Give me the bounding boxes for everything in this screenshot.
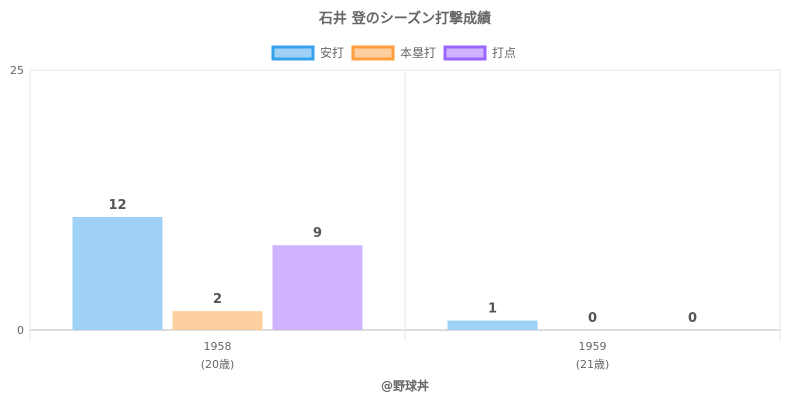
bar[interactable]	[72, 216, 163, 330]
data-label: 9	[313, 226, 322, 241]
data-label: 1	[488, 302, 497, 317]
y-tick-label: 0	[17, 324, 24, 337]
y-tick-label: 25	[10, 64, 24, 77]
legend-swatch[interactable]	[351, 45, 395, 61]
x-tick-label: 1959	[579, 340, 607, 353]
legend-label[interactable]: 打点	[492, 46, 516, 60]
x-tick-sublabel: (21歳)	[576, 358, 610, 371]
x-tick-label: 1958	[204, 340, 232, 353]
bar[interactable]	[447, 320, 538, 330]
legend-swatch[interactable]	[443, 45, 487, 61]
chart-title: 石井 登のシーズン打撃成績	[318, 10, 491, 27]
legend-label[interactable]: 安打	[320, 45, 344, 60]
data-label: 12	[108, 198, 126, 213]
footer-credit: @野球丼	[381, 378, 429, 393]
x-tick-sublabel: (20歳)	[201, 358, 235, 371]
data-label: 0	[688, 311, 697, 326]
data-label: 2	[213, 292, 222, 307]
data-label: 0	[588, 311, 597, 326]
bar[interactable]	[272, 245, 363, 330]
legend-label[interactable]: 本塁打	[400, 46, 436, 60]
legend-swatch[interactable]	[271, 45, 315, 61]
bar[interactable]	[172, 311, 263, 330]
